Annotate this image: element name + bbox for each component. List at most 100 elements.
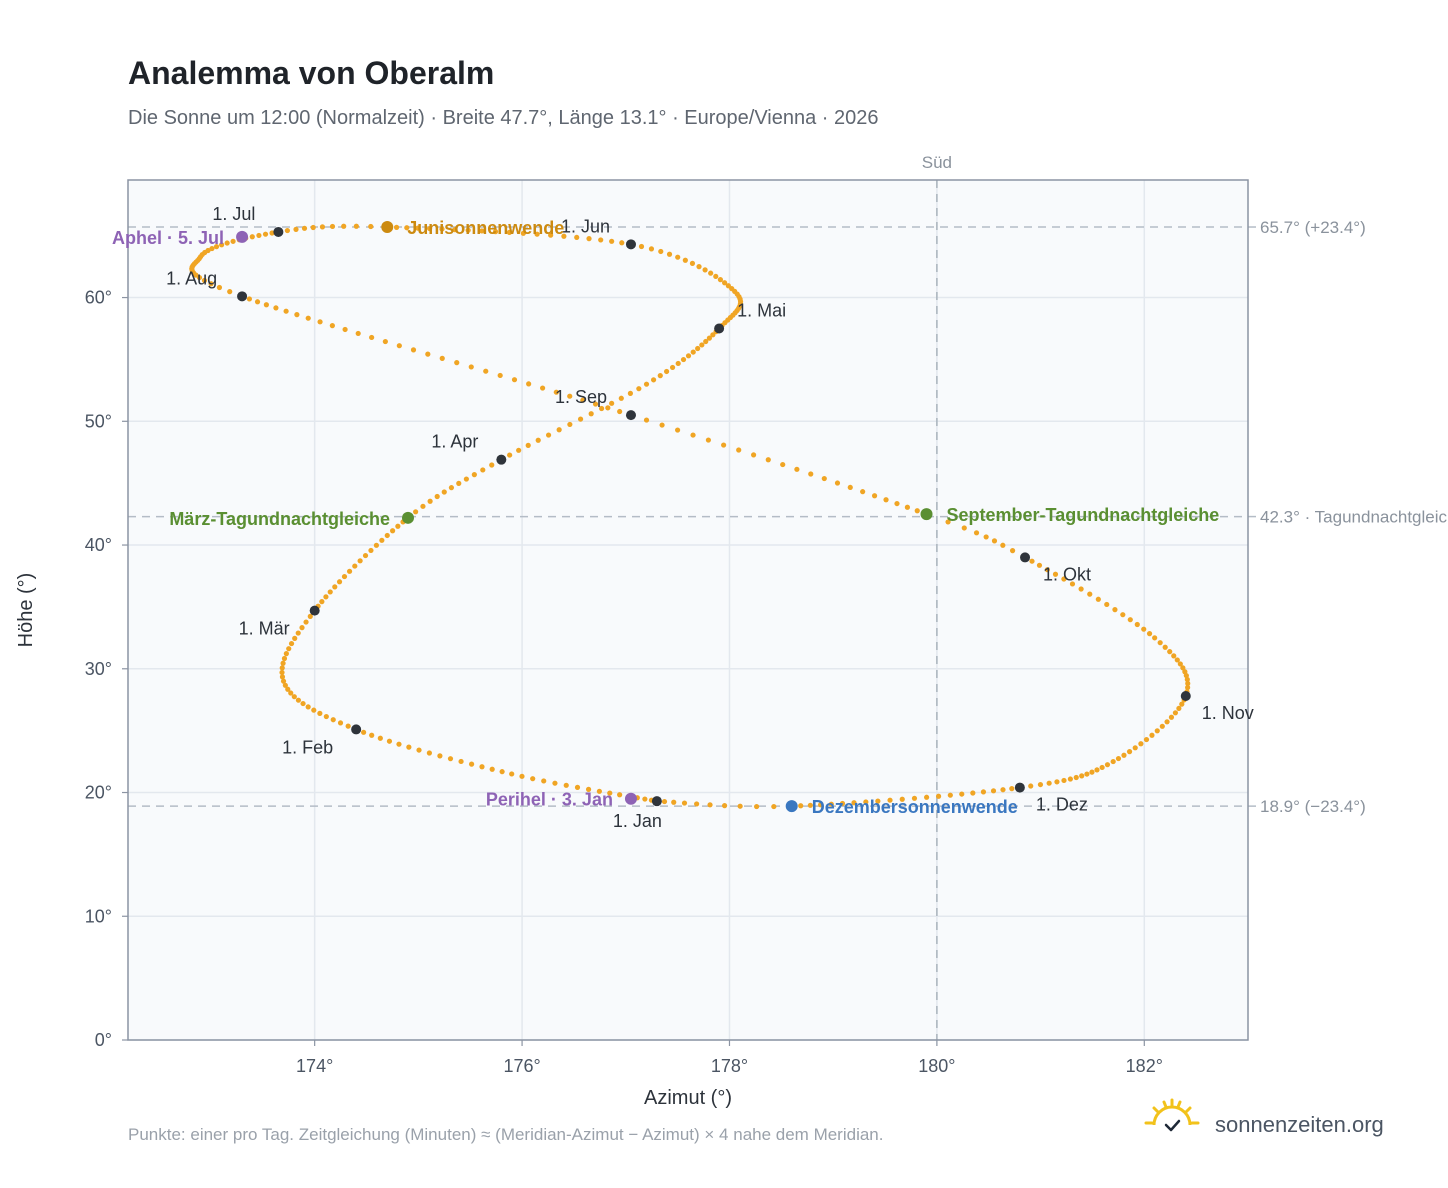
day-point (638, 243, 645, 250)
day-point (1146, 631, 1153, 637)
day-point (337, 720, 344, 726)
day-point (552, 780, 558, 786)
day-point (434, 493, 440, 500)
month-label: 1. Okt (1043, 564, 1091, 584)
day-point (468, 364, 474, 370)
day-point (254, 299, 261, 305)
day-point (1162, 644, 1168, 650)
day-point (406, 744, 412, 750)
day-point (441, 489, 447, 495)
day-point (596, 788, 602, 794)
day-point (1104, 601, 1110, 608)
day-point (1099, 764, 1105, 771)
day-point (256, 232, 262, 239)
event-point (624, 792, 637, 805)
day-point (279, 674, 286, 680)
x-tick-label: 176° (503, 1056, 540, 1076)
y-axis-ticks: 0° 10° 20° 30° 40° 50° 60° (85, 288, 128, 1050)
month-label: 1. Mär (239, 619, 290, 639)
day-point (282, 682, 288, 688)
day-point (899, 796, 905, 802)
day-point (346, 568, 353, 574)
day-point (1054, 779, 1060, 785)
day-point (499, 769, 505, 775)
day-point (1110, 758, 1116, 765)
day-point (224, 240, 230, 246)
day-point (717, 277, 724, 283)
x-axis-ticks: 174° 176° 178° 180° 182° (296, 1040, 1163, 1076)
day-point (299, 625, 305, 631)
day-point (230, 238, 236, 244)
day-point (288, 690, 294, 696)
day-point (279, 665, 285, 671)
day-point (661, 798, 668, 805)
day-point (1095, 596, 1101, 602)
day-point (807, 802, 813, 808)
day-point (509, 771, 515, 777)
y-tick-label: 20° (85, 783, 112, 803)
day-point (545, 432, 552, 438)
day-point (535, 437, 541, 443)
month-label: 1. Mai (737, 300, 786, 320)
day-point (368, 547, 374, 554)
day-point (911, 795, 918, 801)
month-point (309, 605, 320, 616)
month-markers: 1. Jan 1. Feb 1. Mär 1. Apr 1. Mai 1. Jun 1. J… (166, 204, 1254, 831)
day-point (1164, 719, 1170, 725)
month-point (651, 796, 662, 807)
day-point (439, 355, 445, 361)
month-label: 1. Jul (212, 204, 255, 224)
day-point (1184, 676, 1190, 683)
month-point (625, 410, 636, 421)
day-point (883, 497, 889, 503)
day-point (860, 489, 866, 495)
day-point (293, 226, 299, 232)
x-tick-label: 178° (711, 1056, 748, 1076)
day-point (281, 655, 288, 662)
day-point (329, 223, 336, 230)
day-point (834, 480, 841, 486)
day-point (696, 264, 702, 270)
day-point (479, 764, 485, 770)
day-point (319, 599, 325, 605)
event-markers: Junisonnenwende Aphel · 5. Jul März-Tagund… (112, 218, 1219, 817)
day-point (301, 225, 308, 231)
day-point (1000, 787, 1006, 793)
day-point (362, 552, 369, 559)
day-point (463, 476, 469, 482)
day-point (721, 442, 727, 448)
day-point (699, 342, 705, 348)
day-point (1138, 741, 1144, 747)
day-point (703, 338, 709, 345)
day-point (294, 312, 300, 318)
day-point (798, 803, 804, 809)
day-point (437, 753, 443, 759)
day-point (553, 389, 559, 395)
day-point (650, 377, 657, 383)
meridian: Süd (922, 153, 952, 1040)
y-tick-label: 60° (85, 288, 112, 308)
day-point (353, 223, 359, 229)
day-point (483, 368, 489, 374)
day-point (1073, 774, 1079, 781)
day-point (586, 236, 592, 242)
day-point (368, 223, 374, 230)
day-point (345, 723, 351, 729)
day-point (329, 323, 335, 329)
day-point (577, 416, 584, 422)
day-point (201, 277, 208, 284)
day-point (642, 796, 648, 802)
y-tick-label: 50° (85, 411, 112, 431)
day-point (875, 798, 881, 804)
day-point (1143, 736, 1150, 743)
day-point (327, 589, 333, 595)
day-point (342, 326, 348, 333)
day-point (393, 224, 400, 230)
day-point (847, 484, 853, 491)
day-point (468, 761, 475, 767)
day-point (355, 330, 361, 337)
day-point (592, 401, 599, 407)
day-point (541, 778, 547, 784)
day-point (426, 750, 432, 756)
day-point (1089, 769, 1095, 775)
